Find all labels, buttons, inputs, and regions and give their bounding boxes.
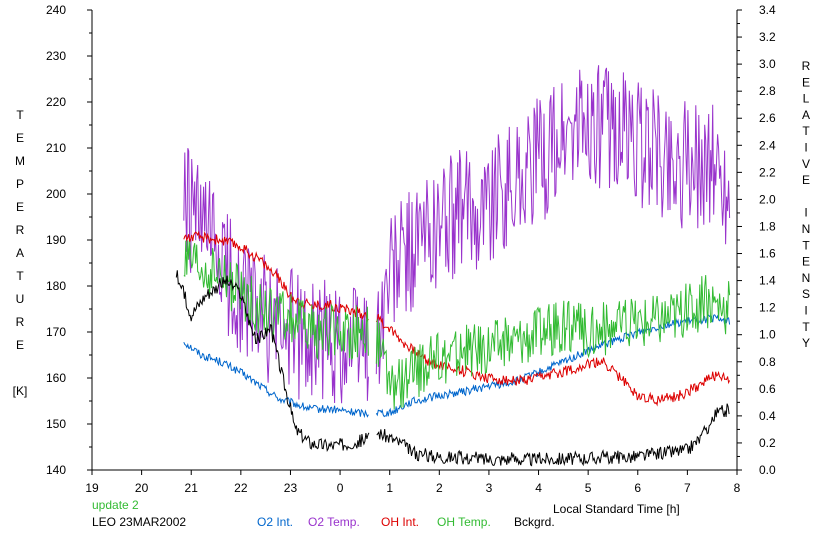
right-tick-label: 2.2 [759, 165, 776, 179]
left-tick-label: 190 [46, 233, 66, 247]
right-axis-title-letter: E [802, 173, 810, 187]
right-axis-title-letter: Y [802, 336, 810, 350]
axes [87, 9, 742, 475]
legend-entry: OH Int. [381, 515, 419, 529]
right-axis-title-letter: N [802, 271, 811, 285]
right-axis-title-letter: V [802, 157, 810, 171]
right-tick-label: 1.4 [759, 274, 776, 288]
left-axis-title-letter: T [16, 269, 24, 283]
right-axis-title-letter: R [802, 59, 811, 73]
left-tick-label: 160 [46, 371, 66, 385]
x-tick-label: 22 [234, 481, 248, 495]
left-tick-label: 200 [46, 187, 66, 201]
right-tick-label: 2.6 [759, 111, 776, 125]
right-tick-label: 2.4 [759, 138, 776, 152]
right-axis-title-letter: I [804, 206, 807, 220]
right-axis-title-letter: T [802, 320, 810, 334]
right-axis-title-letter: T [802, 124, 810, 138]
left-axis-title-letter: T [16, 108, 24, 122]
right-tick-label: 1.2 [759, 301, 776, 315]
legend: O2 Int. O2 Temp. OH Int. OH Temp. Bckgrd. [257, 515, 555, 529]
left-axis-title-letter: R [16, 315, 25, 329]
x-tick-label: 5 [585, 481, 592, 495]
site-label: LEO 23MAR2002 [92, 515, 186, 529]
right-tick-label: 1.8 [759, 219, 776, 233]
x-tick-label: 20 [135, 481, 149, 495]
x-tick-label: 4 [535, 481, 542, 495]
right-tick-label: 0.2 [759, 436, 776, 450]
right-tick-label: 3.2 [759, 30, 776, 44]
x-tick-label: 0 [337, 481, 344, 495]
x-tick-label: 19 [85, 481, 99, 495]
series-line [175, 270, 730, 467]
right-axis-title-letter: T [802, 238, 810, 252]
right-tick-label: 3.4 [759, 3, 776, 17]
left-tick-label: 150 [46, 417, 66, 431]
update-label: update 2 [92, 498, 139, 512]
left-axis-title-letter: R [16, 223, 25, 237]
left-axis-title-letter: M [15, 154, 25, 168]
left-tick-label: 180 [46, 279, 66, 293]
axis-labels: 1401501601701801902002102202302400.00.20… [13, 3, 811, 495]
right-tick-label: 0.6 [759, 382, 776, 396]
right-axis-title-letter: S [802, 287, 810, 301]
legend-entry: OH Temp. [437, 515, 491, 529]
series-line [183, 314, 731, 419]
left-axis-title-letter: U [16, 292, 25, 306]
x-tick-label: 23 [284, 481, 298, 495]
series-line [183, 240, 731, 410]
x-tick-label: 7 [684, 481, 691, 495]
x-tick-label: 8 [734, 481, 741, 495]
right-axis-title-letter: A [802, 108, 810, 122]
left-axis-title-letter: E [16, 200, 24, 214]
right-tick-label: 0.4 [759, 409, 776, 423]
left-tick-label: 220 [46, 95, 66, 109]
right-tick-label: 2.0 [759, 192, 776, 206]
right-tick-label: 0.0 [759, 463, 776, 477]
left-tick-label: 240 [46, 3, 66, 17]
left-tick-label: 140 [46, 463, 66, 477]
right-tick-label: 3.0 [759, 57, 776, 71]
series-line [183, 230, 731, 407]
left-axis-title-letter: A [16, 246, 24, 260]
right-axis-title-letter: E [802, 75, 810, 89]
x-tick-label: 3 [486, 481, 493, 495]
x-tick-label: 21 [185, 481, 199, 495]
right-axis-title-letter: L [803, 92, 810, 106]
left-tick-label: 210 [46, 141, 66, 155]
left-tick-label: 230 [46, 49, 66, 63]
x-tick-label: 6 [634, 481, 641, 495]
left-axis-title-letter: [K] [13, 384, 28, 398]
x-tick-label: 2 [436, 481, 443, 495]
right-tick-label: 2.8 [759, 84, 776, 98]
series-layer [175, 65, 731, 467]
x-tick-label: 1 [386, 481, 393, 495]
x-axis-title: Local Standard Time [h] [553, 502, 680, 516]
legend-entry: O2 Temp. [308, 515, 360, 529]
right-axis-title-letter: I [804, 304, 807, 318]
left-axis-title-letter: E [16, 338, 24, 352]
right-tick-label: 0.8 [759, 355, 776, 369]
left-axis-title-letter: P [16, 177, 24, 191]
legend-entry: O2 Int. [257, 515, 293, 529]
right-axis-title-letter: I [804, 141, 807, 155]
left-tick-label: 170 [46, 325, 66, 339]
left-axis-title-letter: E [16, 131, 24, 145]
series-line [183, 65, 731, 404]
right-axis-title-letter: N [802, 222, 811, 236]
legend-entry: Bckgrd. [514, 515, 555, 529]
right-axis-title-letter: E [802, 255, 810, 269]
right-tick-label: 1.0 [759, 328, 776, 342]
right-tick-label: 1.6 [759, 247, 776, 261]
